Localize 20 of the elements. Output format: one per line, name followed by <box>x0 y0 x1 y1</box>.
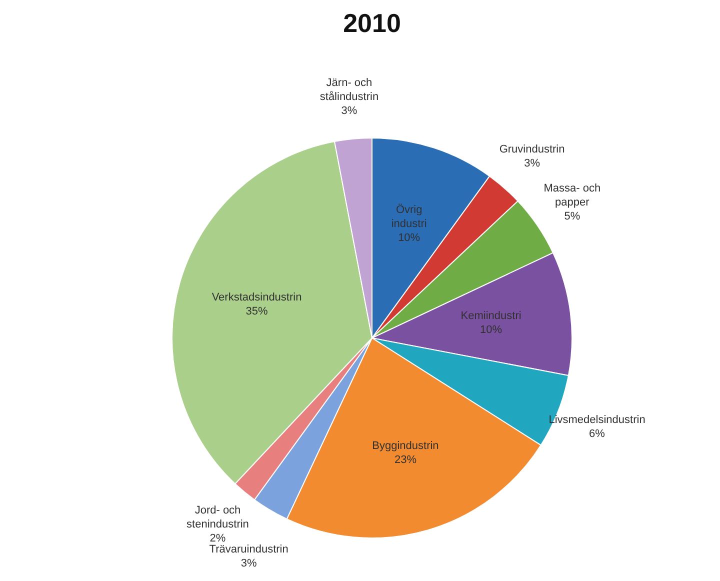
slice-label: Järn- och stålindustrin <box>320 77 379 104</box>
slice-label: Trävaruindustrin <box>209 543 288 556</box>
slice-label: Gruvindustrin <box>499 143 565 156</box>
data-label: 3% <box>524 157 540 170</box>
data-label: 6% <box>589 428 606 440</box>
data-label: 3% <box>240 557 257 570</box>
data-label: 35% <box>246 306 268 318</box>
chart-title: 2010 <box>343 8 401 38</box>
data-label: 2% <box>210 532 226 544</box>
data-label: 23% <box>394 454 417 466</box>
slice-label: Jord- och stenindustrin <box>186 504 249 530</box>
data-label: 10% <box>398 232 420 244</box>
data-label: 10% <box>480 324 502 336</box>
slice-label: Kemiindustri <box>460 310 522 322</box>
data-label: 5% <box>564 210 580 222</box>
slice-label: Verkstadsindustrin <box>212 292 302 304</box>
slice-label: Byggindustrin <box>372 440 439 452</box>
slice-label: Övrig industri <box>391 202 427 230</box>
data-label: 3% <box>341 105 358 118</box>
slice-label: Massa- och papper <box>544 182 601 208</box>
